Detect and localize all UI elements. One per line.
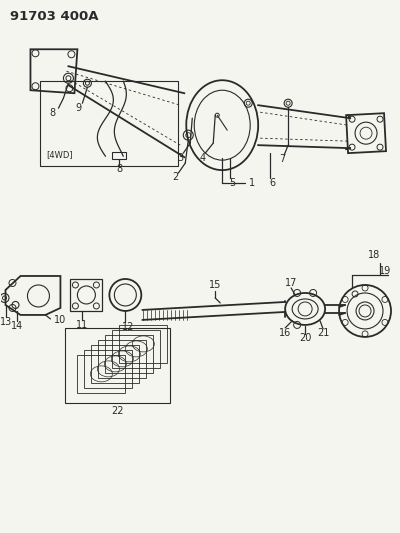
Text: 1: 1 <box>249 178 255 188</box>
Text: 8: 8 <box>116 164 122 174</box>
Text: 20: 20 <box>299 333 311 343</box>
Text: 11: 11 <box>76 320 88 330</box>
Text: 91703 400A: 91703 400A <box>10 10 99 23</box>
Text: 2: 2 <box>172 172 178 182</box>
Text: 21: 21 <box>317 328 329 338</box>
Text: 17: 17 <box>285 278 297 288</box>
Text: 12: 12 <box>122 322 134 332</box>
Bar <box>112 152 126 159</box>
Text: 14: 14 <box>11 321 24 331</box>
Text: 22: 22 <box>111 406 124 416</box>
Text: [4WD]: [4WD] <box>46 150 73 159</box>
Text: 10: 10 <box>54 315 66 325</box>
Text: 13: 13 <box>0 317 13 327</box>
Text: 16: 16 <box>279 328 291 338</box>
Text: 8: 8 <box>49 108 56 118</box>
Text: 18: 18 <box>368 250 380 260</box>
Bar <box>98 340 146 378</box>
Bar <box>91 345 139 383</box>
Bar <box>40 81 178 166</box>
Bar <box>78 355 125 393</box>
Bar <box>119 325 167 363</box>
Bar <box>84 350 132 388</box>
Text: 6: 6 <box>269 178 275 188</box>
Text: 7: 7 <box>279 154 285 164</box>
Text: 5: 5 <box>229 178 235 188</box>
Text: 3: 3 <box>177 153 183 163</box>
Text: 4: 4 <box>199 153 205 163</box>
Text: 9: 9 <box>75 103 82 113</box>
Bar <box>66 328 170 403</box>
Bar <box>70 279 102 311</box>
Bar <box>112 330 160 368</box>
Bar <box>105 335 153 373</box>
Text: 19: 19 <box>379 266 391 276</box>
Text: 15: 15 <box>209 280 222 290</box>
